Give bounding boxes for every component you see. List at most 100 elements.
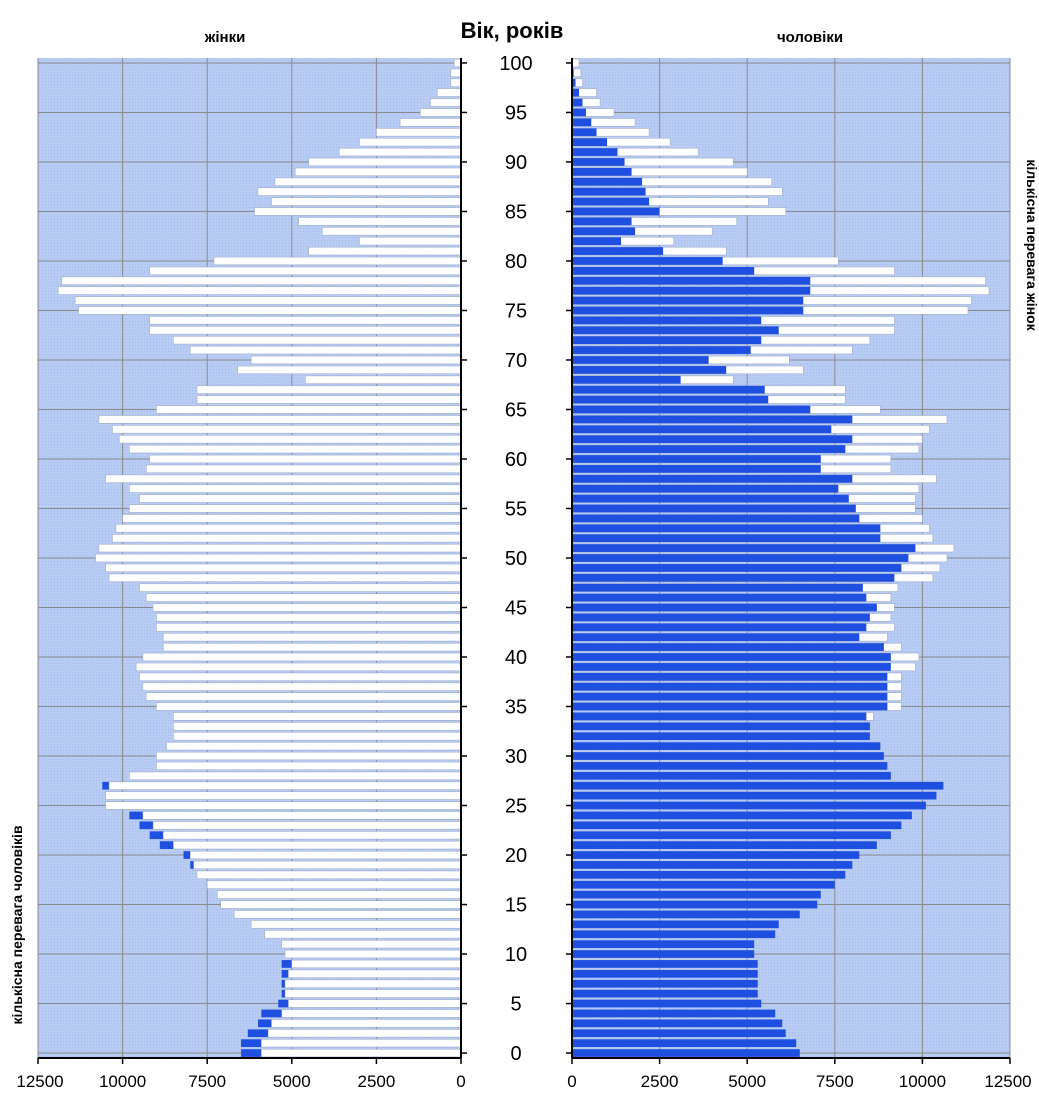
women-bar-age-82 xyxy=(359,237,462,246)
men-bar-age-1 xyxy=(572,1039,797,1048)
men-bar-age-92 xyxy=(572,138,608,147)
women-bar-age-66 xyxy=(196,395,462,404)
men-bar-age-39 xyxy=(572,663,891,671)
x-tick-label: 12500 xyxy=(984,1072,1031,1091)
women-bar-age-27 xyxy=(108,781,462,790)
men-bar-age-15 xyxy=(572,900,818,909)
men-bar-age-3 xyxy=(572,1019,783,1028)
men-bar-age-64 xyxy=(572,415,853,424)
men-bar-age-72 xyxy=(572,336,762,345)
men-bar-age-67 xyxy=(572,385,765,394)
women-bar-age-57 xyxy=(129,484,462,493)
men-bar-age-41 xyxy=(572,643,884,651)
men-bar-age-87 xyxy=(572,187,646,196)
men-bar-age-89 xyxy=(572,168,632,176)
women-bar-age-32 xyxy=(173,732,462,741)
women-bar-age-44 xyxy=(156,613,462,622)
age-tick-label: 55 xyxy=(505,498,527,520)
women-bar-age-24 xyxy=(142,811,462,820)
men-bar-age-49 xyxy=(572,564,902,572)
men-bar-age-7 xyxy=(572,979,758,988)
men-bar-age-20 xyxy=(572,851,860,859)
women-bar-age-38 xyxy=(139,672,462,681)
women-bar-age-49 xyxy=(105,563,462,573)
women-bar-age-80 xyxy=(213,256,462,266)
women-bar-age-77 xyxy=(58,286,462,295)
men-bar-age-0 xyxy=(572,1049,800,1057)
women-bar-age-95 xyxy=(420,108,462,117)
women-bar-age-75 xyxy=(78,306,462,315)
women-bar-age-50 xyxy=(95,553,462,563)
chart-title: Вік, років xyxy=(461,18,564,43)
men-bar-age-68 xyxy=(572,375,681,384)
women-bar-age-83 xyxy=(322,227,462,236)
men-bar-age-8 xyxy=(572,969,758,978)
age-tick-label: 60 xyxy=(505,449,527,471)
women-bar-age-16 xyxy=(217,890,462,899)
age-tick-label: 90 xyxy=(505,152,527,174)
women-bar-age-15 xyxy=(220,900,462,909)
age-tick-label: 85 xyxy=(505,201,527,223)
men-bar-age-77 xyxy=(572,286,811,295)
men-bar-age-85 xyxy=(572,207,660,216)
age-tick-label: 20 xyxy=(505,845,527,867)
men-bar-age-9 xyxy=(572,960,758,968)
men-bar-age-6 xyxy=(572,989,758,998)
men-bar-age-57 xyxy=(572,484,839,493)
women-bar-age-73 xyxy=(149,326,462,335)
women-bar-age-69 xyxy=(237,365,462,374)
men-bar-age-65 xyxy=(572,405,811,414)
x-tick-label: 0 xyxy=(567,1072,576,1091)
women-bar-age-22 xyxy=(162,831,462,840)
women-bar-age-71 xyxy=(190,345,462,355)
left-side-label: кількісна перевага чоловіків xyxy=(9,825,25,1024)
women-bar-age-47 xyxy=(139,583,462,592)
x-tick-label: 5000 xyxy=(728,1072,766,1091)
men-bar-age-13 xyxy=(572,920,779,929)
women-bar-age-85 xyxy=(254,207,462,216)
men-bar-age-76 xyxy=(572,296,804,305)
women-bar-age-55 xyxy=(129,504,462,513)
women-bar-age-56 xyxy=(139,494,462,503)
women-bar-age-29 xyxy=(156,761,462,771)
women-bar-age-78 xyxy=(61,276,462,285)
men-bar-age-75 xyxy=(572,306,804,315)
age-tick-label: 35 xyxy=(505,697,527,719)
women-bar-age-92 xyxy=(359,138,462,147)
age-tick-label: 40 xyxy=(505,647,527,669)
women-bar-age-20 xyxy=(190,850,462,860)
women-bar-age-13 xyxy=(250,920,462,929)
women-bar-age-61 xyxy=(129,444,462,454)
women-bar-age-60 xyxy=(149,454,462,464)
men-bar-age-43 xyxy=(572,623,867,632)
women-bar-age-8 xyxy=(288,969,462,978)
men-bar-age-45 xyxy=(572,603,877,612)
age-tick-label: 80 xyxy=(505,251,527,273)
men-bar-age-71 xyxy=(572,346,751,354)
women-bar-age-64 xyxy=(98,415,462,424)
men-bar-age-70 xyxy=(572,356,709,364)
women-bar-age-34 xyxy=(173,712,462,721)
right-x-ticks: 0 2500 5000 7500 10000 12500 xyxy=(567,1058,1032,1091)
x-tick-label: 0 xyxy=(456,1072,465,1091)
men-bar-age-17 xyxy=(572,880,835,889)
men-bar-age-38 xyxy=(572,672,888,681)
men-bar-age-22 xyxy=(572,831,891,840)
x-tick-label: 5000 xyxy=(273,1072,311,1091)
men-bar-age-36 xyxy=(572,692,888,701)
men-bar-age-44 xyxy=(572,613,870,622)
women-bar-age-37 xyxy=(142,682,462,691)
men-bar-age-50 xyxy=(572,554,909,562)
men-bar-age-53 xyxy=(572,524,881,533)
men-bar-age-28 xyxy=(572,771,891,780)
x-tick-label: 12500 xyxy=(16,1072,63,1091)
women-bar-age-25 xyxy=(105,801,462,810)
men-bar-age-51 xyxy=(572,544,916,552)
women-bar-age-76 xyxy=(74,296,462,305)
women-bar-age-33 xyxy=(173,722,462,731)
women-bar-age-21 xyxy=(173,841,462,850)
men-bar-age-61 xyxy=(572,445,846,453)
men-bar-age-14 xyxy=(572,910,800,919)
women-bar-age-0 xyxy=(261,1048,462,1058)
